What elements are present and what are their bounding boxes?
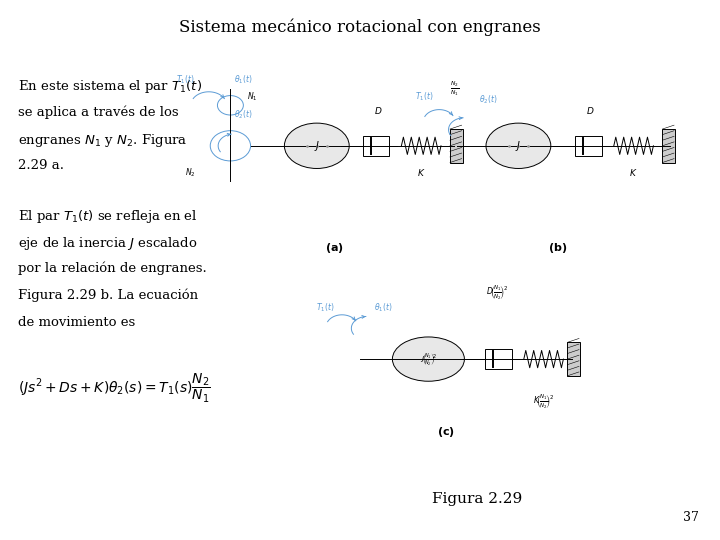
Ellipse shape <box>284 123 349 168</box>
Text: Figura 2.29 b. La ecuación: Figura 2.29 b. La ecuación <box>18 289 198 302</box>
Text: $T_1(t)$: $T_1(t)$ <box>415 91 434 104</box>
Text: $N_2$: $N_2$ <box>185 166 196 179</box>
Text: $\mathbf{(a)}$: $\mathbf{(a)}$ <box>325 241 344 255</box>
Text: $T_1(t)$: $T_1(t)$ <box>176 73 195 86</box>
Text: 37: 37 <box>683 511 698 524</box>
Text: $T_1(t)$: $T_1(t)$ <box>316 301 335 314</box>
Text: engranes $N_1$ y $N_2$. Figura: engranes $N_1$ y $N_2$. Figura <box>18 132 187 149</box>
Text: $\theta_1(t)$: $\theta_1(t)$ <box>234 73 253 86</box>
Text: El par $T_1(t)$ se refleja en el: El par $T_1(t)$ se refleja en el <box>18 208 198 225</box>
Text: $\theta_1(t)$: $\theta_1(t)$ <box>374 301 393 314</box>
Ellipse shape <box>392 337 464 381</box>
Text: $\theta_2(t)$: $\theta_2(t)$ <box>234 108 253 121</box>
Text: $\frac{N_2}{N_1}$: $\frac{N_2}{N_1}$ <box>450 80 459 98</box>
Text: de movimiento es: de movimiento es <box>18 316 135 329</box>
Bar <box>485 349 512 369</box>
Text: $\mathbf{(b)}$: $\mathbf{(b)}$ <box>549 241 567 255</box>
Text: 2.29 a.: 2.29 a. <box>18 159 64 172</box>
Text: $K\!\left(\!\frac{N_1}{N_2}\!\right)^{\!2}$: $K\!\left(\!\frac{N_1}{N_2}\!\right)^{\!… <box>533 393 554 411</box>
Text: $J\!\left(\!\frac{N_1}{N_2}\!\right)^{\!2}$: $J\!\left(\!\frac{N_1}{N_2}\!\right)^{\!… <box>420 351 437 367</box>
Text: por la relación de engranes.: por la relación de engranes. <box>18 262 207 275</box>
Text: $\mathbf{(c)}$: $\mathbf{(c)}$ <box>438 424 455 438</box>
Bar <box>363 136 390 156</box>
Text: Sistema mecánico rotacional con engranes: Sistema mecánico rotacional con engranes <box>179 19 541 36</box>
Bar <box>662 129 675 163</box>
Bar <box>575 136 602 156</box>
Text: $J$: $J$ <box>314 139 320 153</box>
Text: $N_1$: $N_1$ <box>247 91 258 104</box>
Bar <box>567 342 580 376</box>
Text: $D$: $D$ <box>374 105 382 117</box>
Text: $K$: $K$ <box>629 166 638 178</box>
Text: eje de la inercia $J$ escalado: eje de la inercia $J$ escalado <box>18 235 197 252</box>
Text: $J$: $J$ <box>516 139 521 153</box>
Text: $D\!\left(\!\frac{N_1}{N_2}\!\right)^{\!2}$: $D\!\left(\!\frac{N_1}{N_2}\!\right)^{\!… <box>486 284 508 302</box>
Text: $(Js^2 + Ds + K)\theta_2(s) = T_1(s)\dfrac{N_2}{N_1}$: $(Js^2 + Ds + K)\theta_2(s) = T_1(s)\dfr… <box>18 372 211 406</box>
Text: $D$: $D$ <box>586 105 595 117</box>
Text: $\theta_2(t)$: $\theta_2(t)$ <box>479 93 498 106</box>
Text: se aplica a través de los: se aplica a través de los <box>18 105 179 119</box>
Ellipse shape <box>486 123 551 168</box>
Text: En este sistema el par $T_1(t)$: En este sistema el par $T_1(t)$ <box>18 78 202 95</box>
Bar <box>450 129 463 163</box>
Text: Figura 2.29: Figura 2.29 <box>432 492 522 507</box>
Text: $K$: $K$ <box>417 166 426 178</box>
